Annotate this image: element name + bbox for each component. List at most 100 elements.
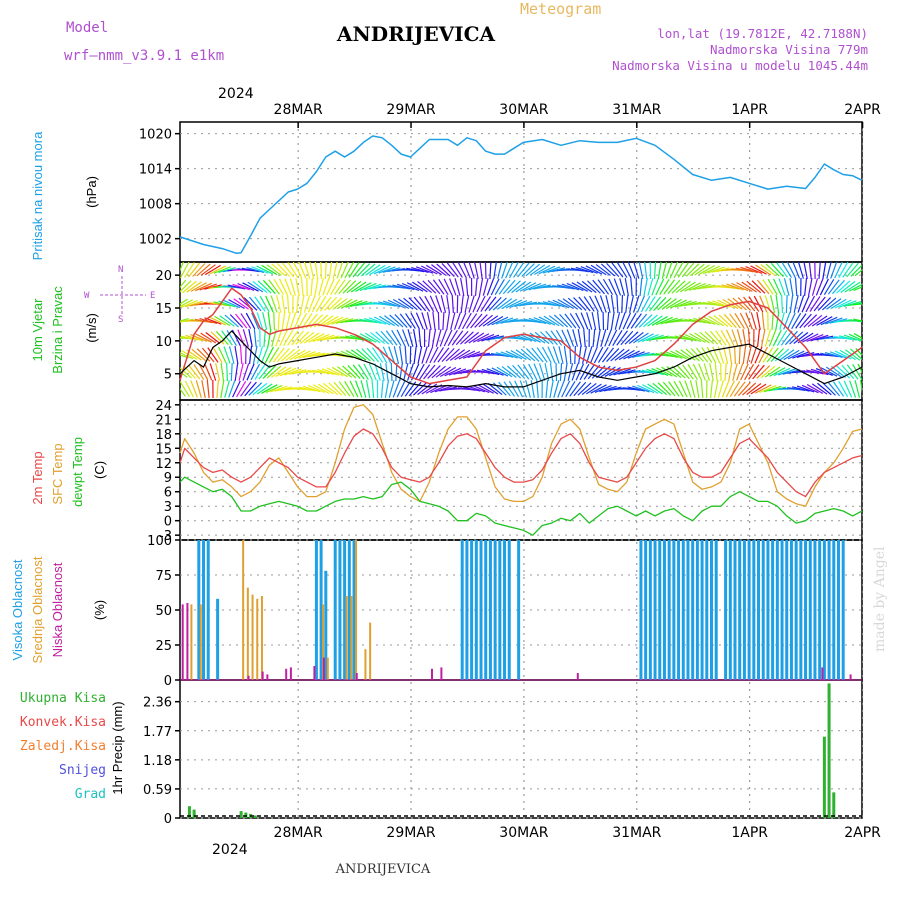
precip-bar [239, 811, 243, 818]
low-cloud-bar [355, 673, 358, 680]
high-cloud-bar [479, 540, 483, 680]
wind-arrow [585, 265, 603, 275]
precip-legend-item: Snijeg [59, 763, 106, 778]
wind-arrow [783, 278, 790, 296]
wind-arrow [536, 347, 548, 363]
wind-arrow [337, 366, 353, 378]
wind-arrow [246, 363, 255, 381]
dewpoint-line [179, 476, 863, 536]
wind-arrow [501, 262, 508, 279]
pressure-label: Pritisak na nivou mora [30, 131, 45, 260]
wind-arrow [610, 295, 615, 313]
wind-arrow [215, 330, 229, 346]
wind-arrow [413, 296, 427, 312]
wind-arrow [243, 297, 258, 311]
high-cloud-bar [465, 540, 469, 680]
wind-arrow [661, 298, 677, 310]
wind-arrow [717, 380, 724, 398]
wind-arrow [844, 349, 861, 361]
wind-arrow [326, 352, 345, 358]
wind-arrow [627, 351, 645, 359]
wind-arrow [637, 333, 654, 343]
compass-n: N [118, 265, 123, 275]
wind-arrow [183, 262, 195, 278]
wind-arrow [240, 381, 252, 397]
wind-arrow [244, 381, 257, 397]
wind-arrow [240, 313, 252, 329]
wind-arrow [316, 368, 335, 376]
wind-arrow [695, 347, 709, 363]
wind-arrow [382, 267, 401, 273]
wind-arrow [806, 384, 824, 394]
wind-arrow [346, 280, 362, 294]
wind-arrow [557, 380, 565, 398]
wind-arrow [707, 266, 725, 274]
wind-arrow [612, 329, 623, 347]
wind-arrow [233, 298, 249, 310]
wind-arrow [380, 379, 384, 399]
wind-arrow [751, 280, 766, 294]
wind-arrow [807, 278, 813, 296]
wind-arrow [597, 347, 609, 363]
wind-speed-line [179, 330, 863, 388]
wind-arrow [714, 362, 718, 382]
wind-arrow [575, 266, 594, 274]
pressure-tick-label: 1014 [139, 163, 172, 178]
wind-arrow [552, 346, 560, 364]
wind-arrow [345, 350, 363, 360]
wind-arrow [401, 282, 419, 292]
high-cloud-bar [460, 540, 464, 680]
wind-arrow [639, 277, 643, 297]
wind-arrow [429, 346, 439, 364]
wind-arrow [665, 351, 683, 359]
low-cloud-bar [266, 674, 269, 680]
wind-arrow [656, 316, 673, 326]
high-cloud-bar [705, 540, 709, 680]
high-cloud-bar [319, 540, 323, 680]
high-cloud-bar [785, 540, 789, 680]
year-label-top: 2024 [218, 86, 254, 102]
wind-arrow [528, 363, 538, 381]
high-cloud-bar [747, 540, 751, 680]
wind-arrow [201, 347, 215, 363]
high-cloud-bar [314, 540, 318, 680]
wind-arrow [510, 349, 527, 361]
wind-arrow [630, 313, 642, 329]
wind-arrow [328, 262, 333, 279]
high-cloud-bar [827, 540, 831, 680]
wind-arrow [186, 281, 202, 293]
wind-arrow [387, 299, 405, 309]
wind-arrow [481, 368, 500, 376]
wind-arrow [464, 295, 470, 313]
wind-arrow [698, 363, 706, 381]
wind-arrow [601, 347, 615, 363]
wind-arrow [580, 312, 589, 330]
wind-arrow [748, 364, 760, 380]
wind-arrow [799, 313, 812, 329]
wind-arrow [602, 278, 614, 296]
wind-arrow [209, 363, 217, 381]
wind-arrow [247, 281, 264, 293]
wind-arrow [298, 386, 316, 392]
wind-arrow [677, 262, 689, 278]
wind-arrow [424, 295, 435, 313]
wind-arrow [435, 366, 452, 378]
wind-arrow [421, 346, 428, 364]
wind-arrow [647, 315, 663, 327]
wind-arrow [670, 350, 687, 360]
wind-arrow [643, 278, 648, 296]
high-cloud-bar [517, 540, 521, 680]
pressure-tick-label: 1002 [139, 233, 172, 248]
wind-arrow [283, 329, 294, 347]
wind-arrow [745, 266, 763, 274]
footer-station: ANDRIJEVICA [335, 862, 431, 877]
high-cloud-bar [804, 540, 808, 680]
low-cloud-bar [261, 671, 264, 680]
wind-arrow [559, 313, 573, 329]
wind-arrow [739, 312, 749, 330]
wind-arrow [200, 264, 216, 276]
wind-arrow [606, 311, 610, 331]
high-cloud-bar [498, 540, 502, 680]
wind-arrow [649, 296, 662, 312]
wind-arrow [486, 368, 504, 376]
